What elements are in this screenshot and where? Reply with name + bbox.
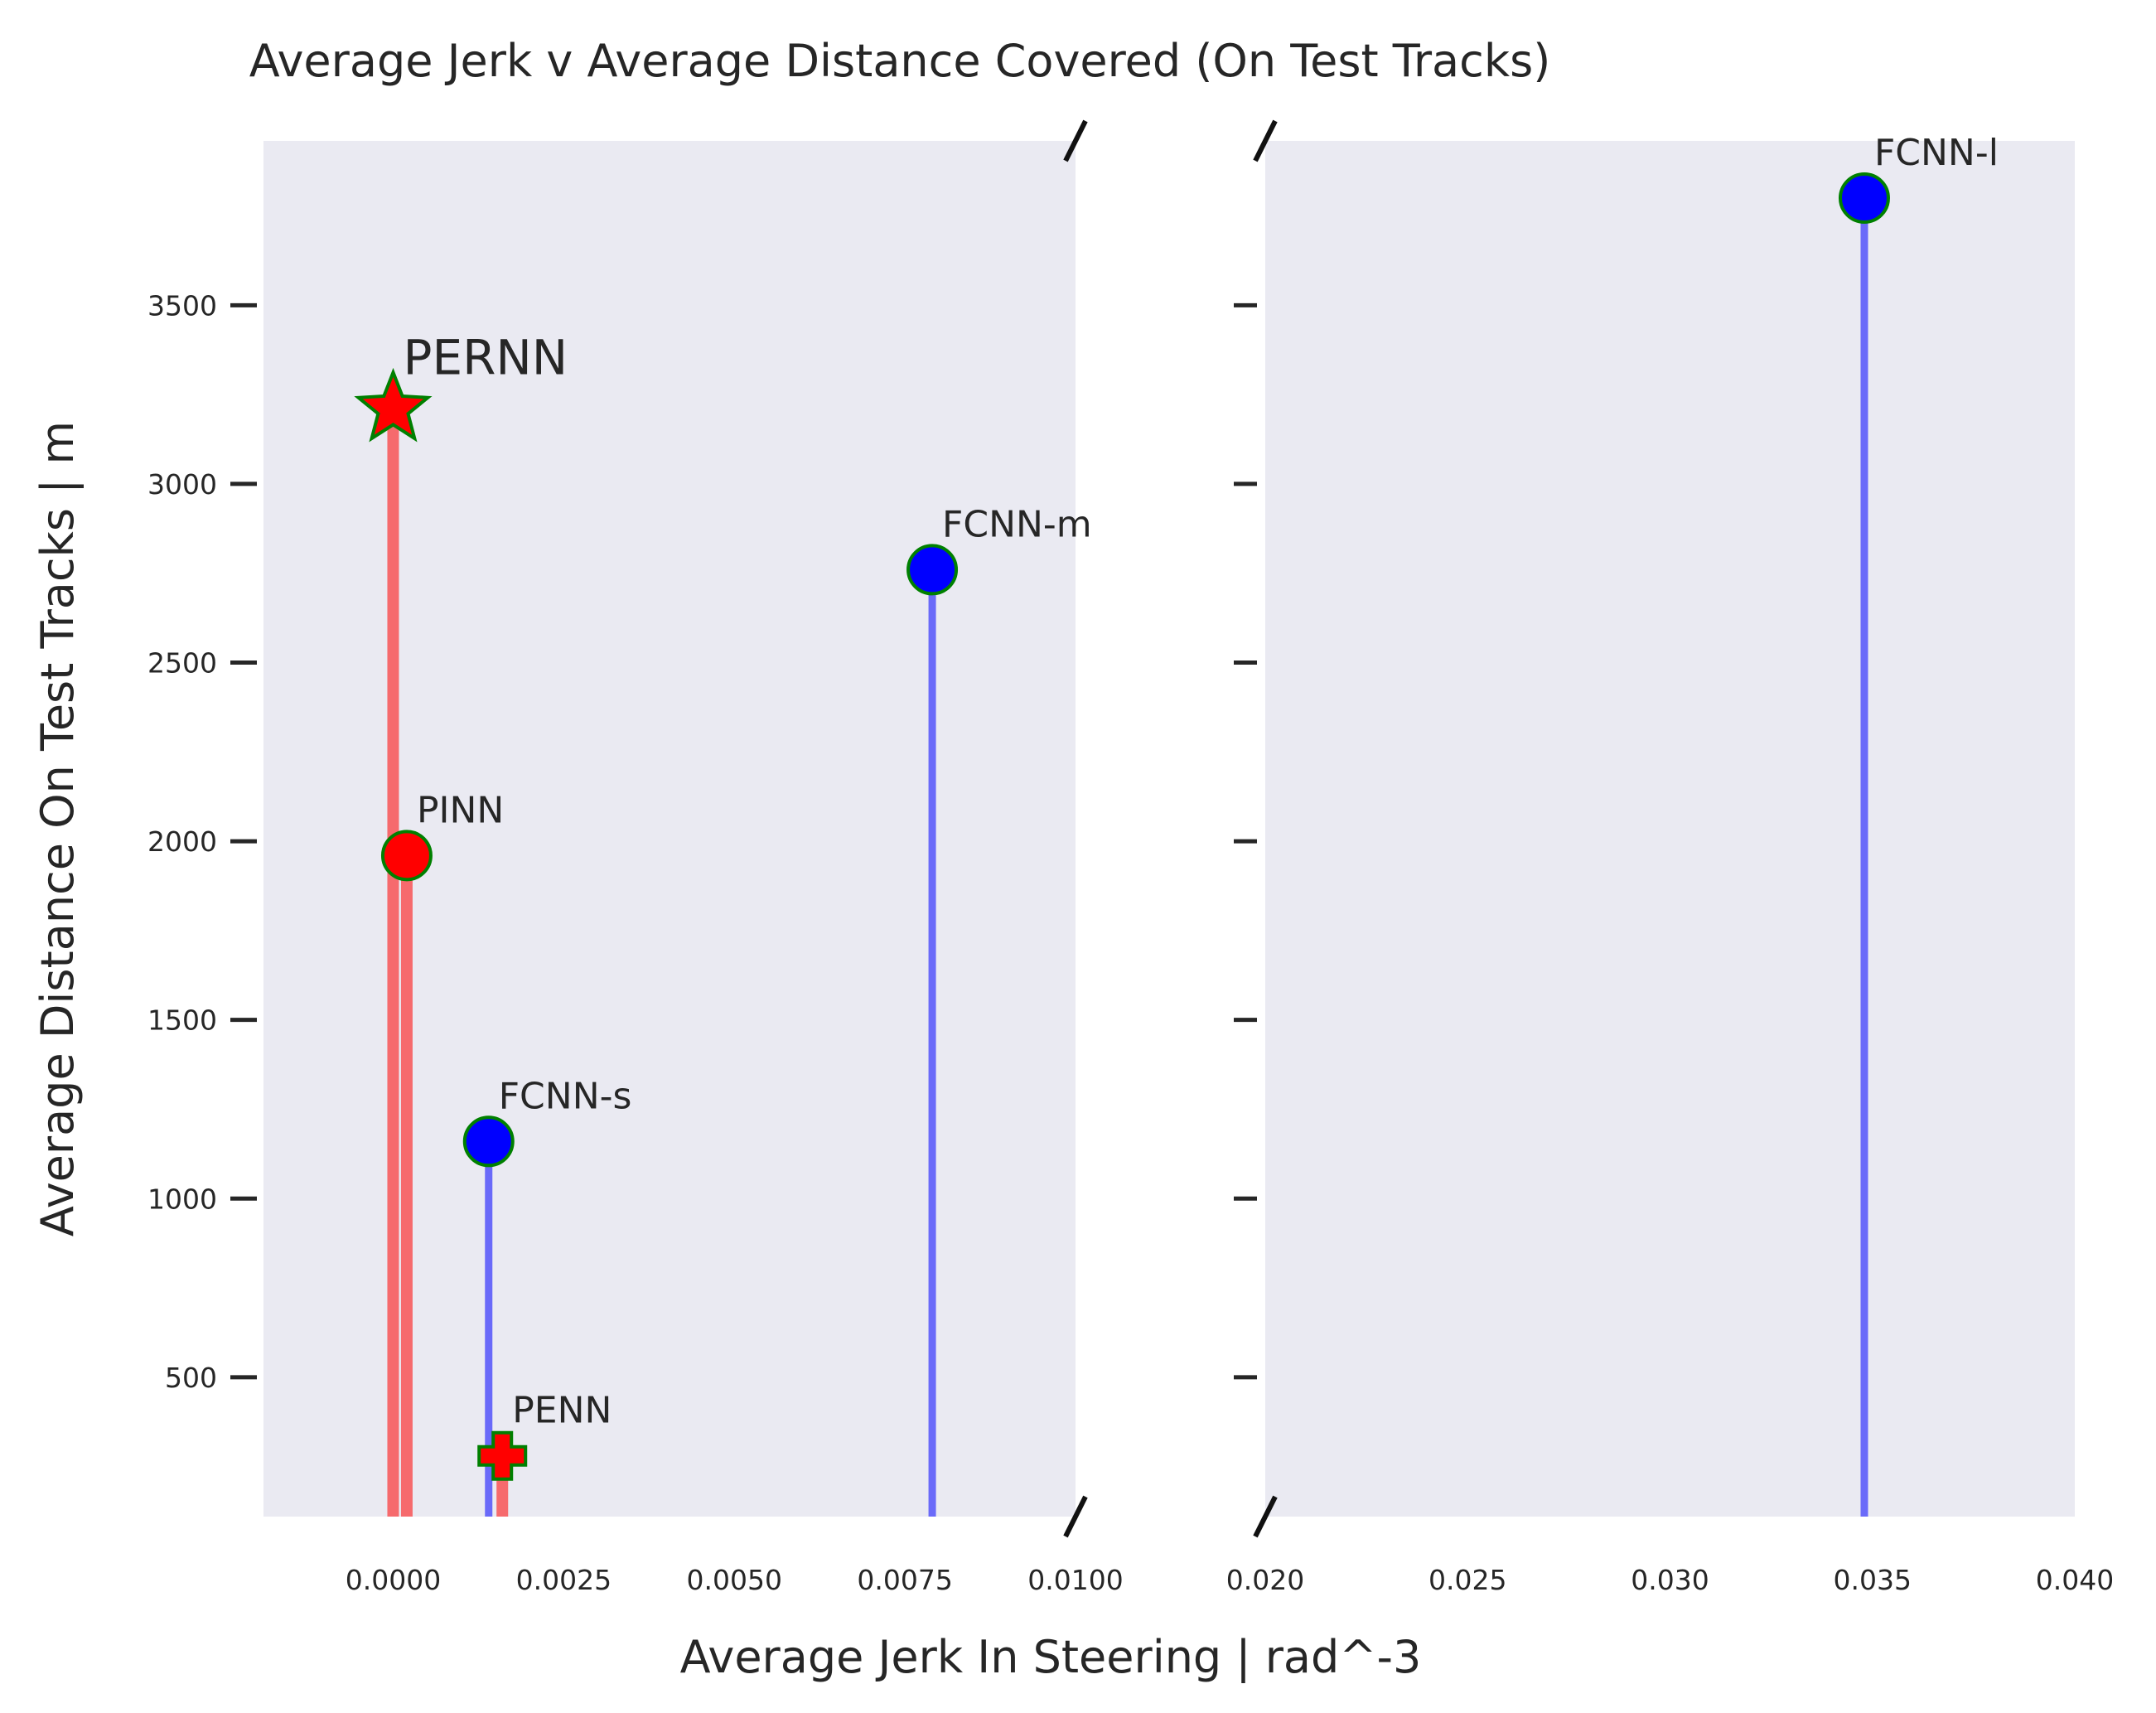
point-label-penn: PENN (512, 1390, 612, 1432)
marker-penn (477, 1430, 528, 1481)
y-tick-label: 1000 (147, 1183, 217, 1215)
y-tick-label: 2500 (147, 647, 217, 680)
x-tick-label: 0.020 (1226, 1564, 1304, 1596)
y-tick-label: 500 (165, 1362, 217, 1394)
x-tick-label: 0.0025 (516, 1564, 612, 1596)
x-axis-label: Average Jerk In Steering | rad^-3 (680, 1631, 1422, 1683)
x-tick-label: 0.035 (1834, 1564, 1912, 1596)
axis-break-slash (1253, 119, 1278, 162)
y-tick-label: 3000 (147, 468, 217, 501)
axis-break-slash (1063, 1495, 1088, 1538)
axis-break-marks (1063, 119, 1278, 1538)
point-label-pernn: PERNN (403, 329, 568, 385)
x-tick-label: 0.040 (2036, 1564, 2114, 1596)
x-tick-label: 0.025 (1428, 1564, 1506, 1596)
data-markers (354, 172, 1890, 1481)
point-label-fcnn-m: FCNN-m (942, 503, 1092, 545)
point-label-pinn: PINN (417, 789, 504, 831)
axis-break-slash (1253, 1495, 1278, 1538)
axis-break-slash (1063, 119, 1088, 162)
y-tick-label: 1500 (147, 1004, 217, 1037)
chart-title: Average Jerk v Average Distance Covered … (249, 35, 1551, 87)
marker-pernn (354, 367, 433, 443)
y-tick-label: 2000 (147, 825, 217, 858)
y-tick-label: 3500 (147, 289, 217, 322)
marker-fcnn-m (906, 544, 959, 596)
x-tick-label: 0.0100 (1027, 1564, 1123, 1596)
point-labels: PERNN PINN FCNN-s PENN FCNN-m FCNN-l (403, 132, 1998, 1432)
x-tick-label: 0.0000 (346, 1564, 441, 1596)
marker-fcnn-l (1838, 172, 1890, 224)
x-tick-label: 0.030 (1631, 1564, 1709, 1596)
plot-area-2 (1265, 141, 2075, 1517)
axis-ticks: 500 1000 1500 2000 2500 3000 3500 0.0000 0.0025 0… (147, 289, 2114, 1596)
x-tick-label: 0.0050 (687, 1564, 782, 1596)
marker-fcnn-s (462, 1115, 515, 1168)
point-label-fcnn-l: FCNN-l (1874, 132, 1999, 174)
y-axis-label: Average Distance On Test Tracks | m (31, 421, 84, 1236)
marker-pinn (380, 830, 433, 882)
x-tick-label: 0.0075 (857, 1564, 952, 1596)
plot-area-1 (263, 141, 1076, 1517)
point-label-fcnn-s: FCNN-s (499, 1075, 632, 1117)
